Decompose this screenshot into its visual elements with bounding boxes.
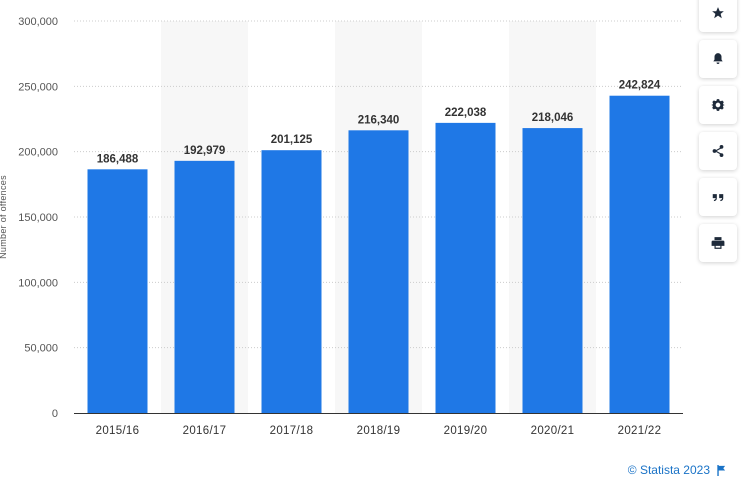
- y-tick-label: 100,000: [18, 277, 58, 289]
- bars: [87, 95, 670, 414]
- share-icon: [712, 145, 724, 157]
- bar[interactable]: [522, 128, 583, 414]
- cite-button[interactable]: [699, 178, 737, 216]
- y-tick-label: 0: [52, 408, 58, 420]
- star-icon: [712, 7, 724, 19]
- credit-text[interactable]: © Statista 2023: [627, 463, 710, 477]
- share-button[interactable]: [699, 132, 737, 170]
- x-tick-label: 2018/19: [357, 425, 401, 437]
- statista-credit[interactable]: © Statista 2023: [628, 463, 726, 477]
- bar[interactable]: [174, 160, 235, 413]
- bell-icon: [713, 53, 723, 64]
- x-tick-label: 2015/16: [96, 425, 140, 437]
- data-label: 216,340: [358, 114, 400, 126]
- bar[interactable]: [435, 122, 496, 413]
- gear-icon: [711, 99, 725, 111]
- quote-icon: [712, 194, 724, 202]
- y-axis-ticks: 0 50,000 100,000 150,000 200,000 250,000 300,0…: [18, 16, 58, 420]
- x-tick-label: 2019/20: [444, 425, 488, 437]
- y-tick-label: 300,000: [18, 16, 58, 28]
- notification-button[interactable]: [699, 40, 737, 78]
- x-tick-label: 2021/22: [618, 425, 662, 437]
- data-labels: 186,488 192,979 201,125 216,340 222,038 218,0…: [97, 80, 661, 166]
- bar[interactable]: [609, 95, 670, 414]
- x-tick-label: 2020/21: [531, 425, 575, 437]
- data-label: 186,488: [97, 153, 139, 165]
- print-icon: [711, 237, 725, 249]
- bar[interactable]: [261, 150, 322, 414]
- data-label: 218,046: [532, 112, 574, 124]
- settings-button[interactable]: [699, 86, 737, 124]
- y-tick-label: 250,000: [18, 81, 58, 93]
- data-label: 192,979: [184, 145, 226, 157]
- x-axis-labels: 2015/16 2016/17 2017/18 2018/19 2019/20 2020/…: [96, 425, 662, 437]
- bar[interactable]: [348, 130, 409, 413]
- data-label: 222,038: [445, 107, 487, 119]
- favorite-button[interactable]: [699, 0, 737, 32]
- y-axis-title: Number of offences: [0, 175, 8, 259]
- data-label: 242,824: [619, 80, 661, 92]
- x-tick-label: 2016/17: [183, 425, 227, 437]
- x-tick-label: 2017/18: [270, 425, 314, 437]
- data-label: 201,125: [271, 134, 313, 146]
- print-button[interactable]: [699, 224, 737, 262]
- y-tick-label: 150,000: [18, 212, 58, 224]
- y-tick-label: 50,000: [24, 343, 58, 355]
- bar[interactable]: [87, 169, 148, 413]
- flag-icon[interactable]: [716, 464, 726, 476]
- y-tick-label: 200,000: [18, 147, 58, 159]
- bar-chart: 0 50,000 100,000 150,000 200,000 250,000 300,0…: [0, 16, 683, 437]
